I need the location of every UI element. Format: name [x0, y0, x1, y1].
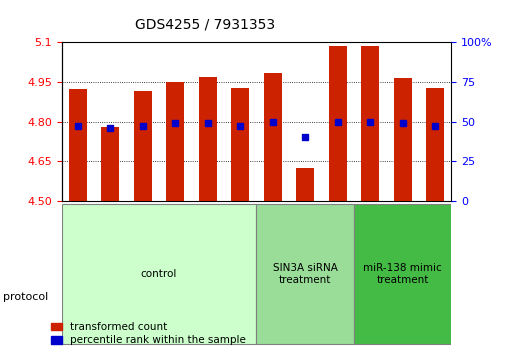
Text: miR-138 mimic
treatment: miR-138 mimic treatment	[363, 263, 442, 285]
FancyBboxPatch shape	[62, 204, 256, 344]
Bar	[264, 73, 282, 201]
Bar	[394, 78, 411, 201]
Bar	[329, 46, 347, 201]
Text: control: control	[141, 269, 177, 279]
Legend: transformed count, percentile rank within the sample: transformed count, percentile rank withi…	[51, 322, 246, 345]
Text: GDS4255 / 7931353: GDS4255 / 7931353	[135, 18, 275, 32]
FancyBboxPatch shape	[354, 204, 451, 344]
Bar	[231, 88, 249, 201]
Bar	[102, 127, 119, 201]
Bar	[69, 88, 87, 201]
Bar	[361, 46, 379, 201]
Bar	[426, 88, 444, 201]
Bar	[134, 91, 152, 201]
Bar	[199, 77, 216, 201]
Text: SIN3A siRNA
treatment: SIN3A siRNA treatment	[273, 263, 338, 285]
Text: protocol: protocol	[3, 292, 48, 302]
FancyBboxPatch shape	[256, 204, 354, 344]
Bar	[166, 82, 184, 201]
Bar	[297, 168, 314, 201]
